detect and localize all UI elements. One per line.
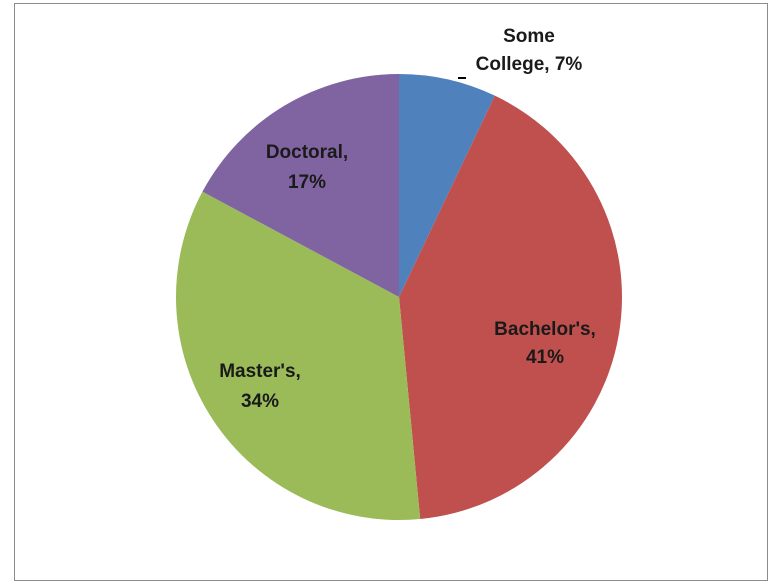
data-label-doctoral: Doctoral, 17% bbox=[266, 142, 348, 193]
pie-slice-some-college bbox=[399, 74, 495, 297]
pie-slice-doctoral bbox=[202, 74, 399, 297]
data-label-some-college: Some College, 7% bbox=[476, 26, 583, 75]
data-label-bachelor-s: Bachelor's, 41% bbox=[494, 319, 596, 368]
pie-slice-master-s bbox=[176, 191, 421, 520]
pie-labels: Some College, 7% Bachelor's, 41% Master's, 34… bbox=[219, 26, 596, 412]
data-label-master-s: Master's, 34% bbox=[219, 361, 301, 412]
pie-slices bbox=[176, 74, 622, 520]
pie-slice-bachelor-s bbox=[399, 95, 622, 519]
